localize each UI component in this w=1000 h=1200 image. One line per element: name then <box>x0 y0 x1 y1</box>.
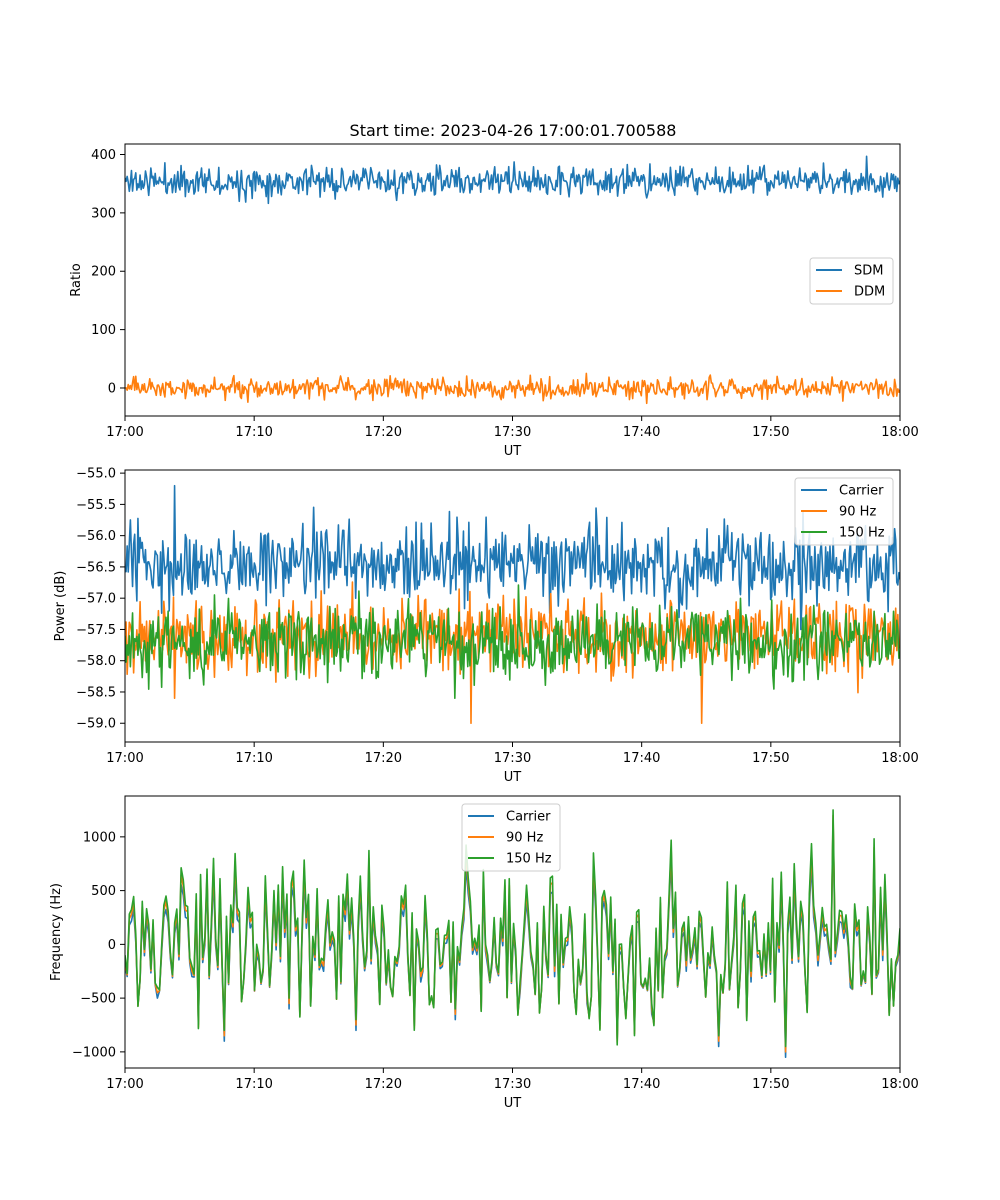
y-tick-label: 0 <box>108 938 116 953</box>
panel-2: 17:00 17:10 17:20 17:30 17:40 17:50 18:00 UT −59… <box>53 467 919 785</box>
legend-label: DDM <box>854 285 885 300</box>
series-line-150-hz <box>125 809 900 1048</box>
y-tick-label: −1000 <box>72 1045 116 1060</box>
x-axis-label: UT <box>504 444 522 459</box>
x-tick-label: 17:30 <box>494 1077 531 1092</box>
panel-3: 17:00 17:10 17:20 17:30 17:40 17:50 18:00 UT −10… <box>49 795 919 1111</box>
x-tick-label: 17:40 <box>623 751 660 766</box>
legend: Carrier 90 Hz 150 Hz <box>794 477 894 546</box>
x-axis-label: UT <box>504 770 522 785</box>
legend-label: Carrier <box>506 810 551 825</box>
legend-label: 150 Hz <box>839 526 885 541</box>
x-tick-label: 17:30 <box>494 751 531 766</box>
y-axis-label: Ratio <box>69 263 84 296</box>
x-tick-label: 17:40 <box>623 425 660 440</box>
x-tick-label: 18:00 <box>881 1077 918 1092</box>
x-tick-label: 17:10 <box>235 1077 272 1092</box>
legend: SDM DDM <box>809 257 894 305</box>
x-tick-label: 17:00 <box>106 751 143 766</box>
y-tick-label: −55.0 <box>76 467 116 482</box>
x-tick-label: 17:50 <box>752 425 789 440</box>
series-line-carrier <box>125 484 900 631</box>
legend-label: SDM <box>854 264 883 279</box>
x-tick-label: 17:40 <box>623 1077 660 1092</box>
y-tick-label: −58.0 <box>76 654 116 669</box>
legend-label: 150 Hz <box>506 852 552 867</box>
y-tick-label: 300 <box>91 206 116 221</box>
y-tick-label: −55.5 <box>76 498 116 513</box>
y-tick-label: −59.0 <box>76 717 116 732</box>
panel-1: 17:00 17:10 17:20 17:30 17:40 17:50 18:00 UT 0 10… <box>69 143 919 459</box>
legend-box <box>794 477 894 546</box>
x-axis-label: UT <box>504 1096 522 1111</box>
legend-box <box>461 803 561 872</box>
x-tick-label: 18:00 <box>881 751 918 766</box>
y-tick-label: 500 <box>91 884 116 899</box>
legend-label: 90 Hz <box>839 505 876 520</box>
y-axis-label: Frequency (Hz) <box>49 883 64 981</box>
figure-title: Start time: 2023-04-26 17:00:01.700588 <box>350 121 677 140</box>
x-tick-label: 17:30 <box>494 425 531 440</box>
panels: 17:00 17:10 17:20 17:30 17:40 17:50 18:00 UT 0 10… <box>49 143 919 1111</box>
x-tick-label: 17:50 <box>752 1077 789 1092</box>
series-line-ddm <box>125 372 900 405</box>
x-tick-label: 17:20 <box>365 1077 402 1092</box>
y-tick-label: −56.0 <box>76 529 116 544</box>
y-axis-label: Power (dB) <box>53 571 68 642</box>
x-tick-label: 17:50 <box>752 751 789 766</box>
legend-label: 90 Hz <box>506 831 543 846</box>
y-tick-label: 0 <box>108 381 116 396</box>
y-tick-label: 200 <box>91 265 116 280</box>
x-tick-label: 18:00 <box>881 425 918 440</box>
y-tick-label: −56.5 <box>76 560 116 575</box>
series-line-sdm <box>125 155 900 205</box>
series-line-150-hz <box>125 584 900 700</box>
x-tick-label: 17:20 <box>365 425 402 440</box>
x-tick-label: 17:00 <box>106 1077 143 1092</box>
y-tick-label: 100 <box>91 323 116 338</box>
y-tick-label: −57.5 <box>76 623 116 638</box>
x-tick-label: 17:20 <box>365 751 402 766</box>
x-tick-label: 17:00 <box>106 425 143 440</box>
y-tick-label: −57.0 <box>76 592 116 607</box>
y-tick-label: −58.5 <box>76 685 116 700</box>
y-tick-label: −500 <box>80 992 116 1007</box>
y-tick-label: 1000 <box>83 830 116 845</box>
y-tick-label: 400 <box>91 148 116 163</box>
x-tick-label: 17:10 <box>235 425 272 440</box>
legend-label: Carrier <box>839 484 884 499</box>
x-tick-label: 17:10 <box>235 751 272 766</box>
legend: Carrier 90 Hz 150 Hz <box>461 803 561 872</box>
